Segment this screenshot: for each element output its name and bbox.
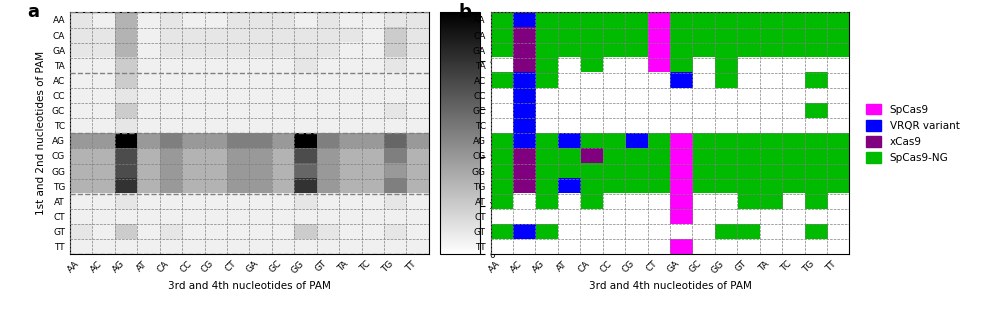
Y-axis label: Average Indel frequencies (%): Average Indel frequencies (%) <box>502 60 512 207</box>
X-axis label: 3rd and 4th nucleotides of PAM: 3rd and 4th nucleotides of PAM <box>168 281 331 291</box>
Legend: SpCas9, VRQR variant, xCas9, SpCas9-NG: SpCas9, VRQR variant, xCas9, SpCas9-NG <box>866 104 959 163</box>
Text: a: a <box>27 3 39 21</box>
Y-axis label: 1st and 2nd nucleotides of PAM: 1st and 2nd nucleotides of PAM <box>36 51 46 215</box>
X-axis label: 3rd and 4th nucleotides of PAM: 3rd and 4th nucleotides of PAM <box>589 281 751 291</box>
Text: b: b <box>458 3 471 21</box>
